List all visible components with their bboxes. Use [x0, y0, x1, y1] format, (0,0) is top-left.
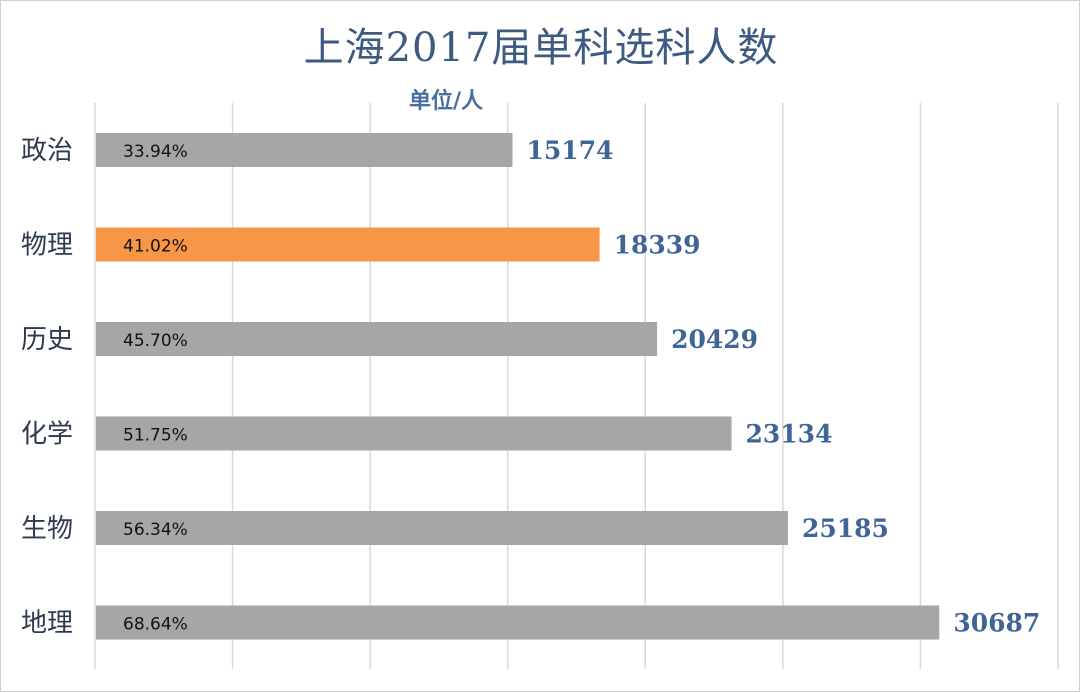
bar-5: [96, 511, 788, 545]
percent-label: 56.34%: [123, 520, 188, 540]
percent-label: 41.02%: [123, 237, 188, 257]
value-label: 25185: [802, 514, 889, 543]
bar-4: [96, 416, 732, 451]
bar-6: [96, 605, 940, 640]
percent-label: 45.70%: [123, 331, 188, 351]
category-label: 化学: [21, 420, 73, 450]
bar-1: [96, 133, 513, 167]
unit-label: 单位/人: [409, 89, 484, 114]
bar-2: [96, 227, 600, 262]
value-label: 20429: [671, 325, 758, 354]
category-label: 生物: [21, 514, 73, 544]
bar-3: [96, 322, 658, 356]
percent-label: 51.75%: [123, 426, 188, 446]
category-label: 历史: [21, 325, 73, 355]
value-label: 23134: [746, 420, 833, 449]
percent-label: 33.94%: [123, 142, 188, 162]
category-label: 地理: [21, 609, 73, 639]
category-label: 政治: [21, 136, 73, 166]
category-label: 物理: [21, 231, 73, 261]
value-label: 15174: [527, 136, 614, 165]
chart-title: 上海2017届单科选科人数: [303, 25, 779, 71]
value-label: 30687: [953, 609, 1040, 638]
percent-label: 68.64%: [123, 615, 188, 635]
value-label: 18339: [614, 231, 701, 260]
